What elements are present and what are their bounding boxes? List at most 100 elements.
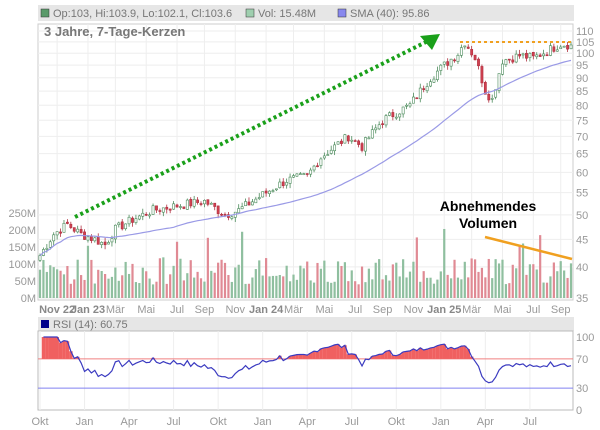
candle [230,216,234,219]
rsi-overbought-fill [45,337,49,359]
candle [247,201,251,206]
x-tick-label: Sep [195,304,215,316]
rsi-overbought-fill [384,351,388,359]
price-tick-label: 35 [576,293,588,305]
volume-bar [148,278,151,298]
rsi-overbought-fill [391,355,395,359]
volume-bar [415,237,418,298]
candle [312,165,316,171]
candle [292,175,295,178]
candle [569,44,573,50]
rsi-overbought-fill [394,355,399,359]
volume-bar [539,235,542,298]
candle [141,212,145,217]
candle [113,224,117,240]
volume-bar [210,270,213,298]
rsi-overbought-fill [439,344,443,359]
volume-bar [265,258,268,298]
volume-bar [141,267,144,298]
candle [69,223,73,228]
candle [206,199,210,205]
candle [203,199,206,205]
rsi-overbought-fill [428,347,433,359]
candle [535,54,539,58]
volume-bar [217,262,220,298]
candle [466,46,470,49]
volume-bar [117,280,120,298]
volume-bar [258,260,261,298]
candle [103,241,107,246]
candle [216,205,220,214]
candle [497,73,501,91]
candle [223,213,227,216]
candle [518,54,522,57]
candle [470,49,474,56]
candle [107,242,110,245]
candle [425,86,429,92]
candle [189,199,193,207]
candle [545,54,549,57]
price-tick-label: 40 [576,262,588,274]
price-tick-label: 100 [576,48,594,60]
volume-bar [42,259,45,298]
volume-bar [83,279,86,298]
candle [305,173,309,175]
volume-bar [343,262,346,298]
candle [528,53,532,58]
volume-bar [494,259,497,298]
candle [418,87,422,100]
volume-bar [446,274,449,298]
rsi-overbought-fill [329,346,333,359]
volume-bar [347,281,350,298]
ohlc-legend: Op:103, Hi:103.9, Lo:102.1, Cl:103.6 [53,8,232,20]
volume-bar [429,277,432,298]
volume-bar [278,275,281,298]
candle [370,129,374,139]
volume-bar [542,282,545,298]
candle [346,135,350,142]
candle [89,235,93,241]
rsi-overbought-fill [404,351,409,359]
rsi-overbought-fill [69,351,73,359]
candle [316,165,319,168]
candle [501,63,504,75]
volume-bar [107,278,110,298]
candle [353,140,357,142]
sma-legend-swatch [337,8,347,18]
candle [391,112,395,118]
volume-bar [206,237,209,298]
volume-bar [103,274,107,298]
annotation-line1: Abnehmendes [440,198,537,214]
x-tick-label: Nov 22 [39,304,75,316]
rsi-overbought-fill [401,351,405,359]
volume-tick-label: 50M [15,276,36,288]
rsi-overbought-fill [332,344,337,359]
volume-bar [288,281,292,298]
rsi-panel [37,330,574,411]
candle [76,228,80,233]
volume-bar [261,275,264,298]
candle [62,222,66,233]
candle [336,141,340,145]
x-tick-label: Nov [225,304,245,316]
candle [525,53,528,59]
candle [298,173,302,175]
volume-bar [213,272,216,298]
rsi-overbought-fill [312,351,316,359]
rsi-legend-bar [38,317,574,331]
rsi-overbought-fill [278,355,282,359]
rsi-overbought-fill [62,340,66,359]
candle [507,58,511,61]
candle [511,59,515,63]
volume-bar [241,231,244,298]
rsi-tick-label: 0 [576,405,582,417]
volume-bar [473,259,477,298]
volume-bar [199,278,203,298]
volume-bar [480,267,484,298]
volume-bar [203,281,206,298]
volume-bar [127,273,131,298]
price-tick-label: 95 [576,60,588,72]
volume-bar [484,277,487,298]
price-tick-label: 50 [576,210,588,222]
